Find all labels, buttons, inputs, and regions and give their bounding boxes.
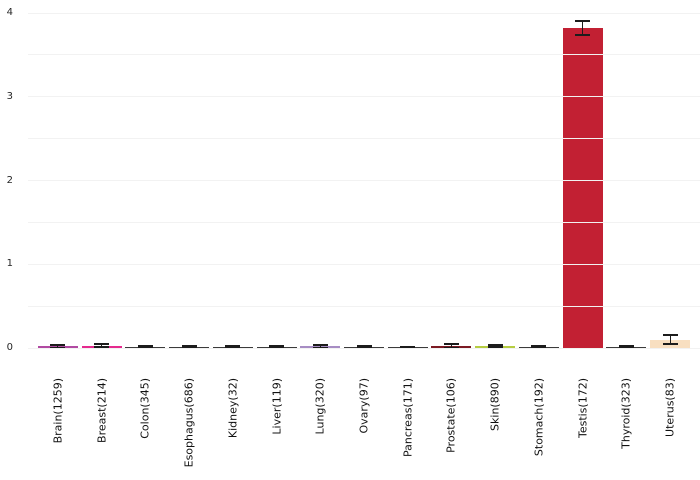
error-bar-cap: [618, 344, 634, 347]
error-bar-cap: [531, 345, 547, 348]
error-bar: [57, 345, 59, 348]
x-tick-label: Uterus(83): [663, 378, 677, 437]
error-bar-cap: [94, 346, 110, 349]
x-tick-label: Thyroid(323): [619, 378, 633, 449]
error-bar-cap: [575, 20, 591, 23]
plot-area: [28, 12, 700, 349]
error-bar: [669, 335, 671, 344]
error-bar-cap: [662, 342, 678, 345]
error-bar: [450, 344, 453, 348]
x-tick-label: Lung(320): [313, 378, 327, 435]
x-axis: Brain(1259) Breast(214) Colon(345) Esophagu…: [36, 378, 692, 480]
gridline: [28, 221, 700, 223]
x-tick-label: Ovary(97): [357, 378, 371, 434]
y-tick-label: 1: [6, 258, 13, 270]
x-tick-label: Skin(890): [488, 378, 502, 431]
gridline: [28, 138, 700, 140]
error-bar: [319, 345, 321, 348]
gridline: [28, 180, 700, 181]
x-tick-label: Esophagus(686): [182, 378, 196, 468]
x-tick-label: Colon(345): [138, 378, 152, 439]
error-bar-cap: [225, 345, 241, 348]
error-bar-cap: [269, 345, 285, 348]
bar-testis: [562, 28, 603, 348]
gridline: [28, 54, 700, 56]
error-bar: [582, 21, 584, 35]
error-bar-cap: [312, 344, 328, 347]
error-bar-cap: [662, 334, 678, 337]
x-tick-label: Breast(214): [95, 378, 109, 443]
y-tick-label: 0: [6, 342, 13, 353]
gridline: [28, 263, 700, 265]
gridline: [28, 12, 700, 14]
gridline: [28, 305, 700, 307]
y-axis: 0 1 2 3 4: [0, 0, 14, 480]
error-bar: [101, 343, 103, 348]
x-tick-label: Stomach(192): [532, 378, 546, 457]
x-tick-label: Pancreas(171): [401, 378, 415, 457]
error-bar-cap: [400, 345, 416, 348]
y-tick-label: 4: [6, 7, 13, 18]
error-bar-cap: [443, 343, 459, 346]
gridline: [28, 347, 700, 349]
x-tick-label: Liver(119): [270, 378, 284, 435]
error-bar-cap: [575, 33, 591, 36]
bars-container: [36, 13, 692, 349]
error-bar-cap: [487, 344, 503, 347]
x-tick-label: Prostate(106): [444, 378, 458, 453]
error-bar-cap: [137, 345, 153, 348]
x-tick-label: Brain(1259): [51, 378, 65, 444]
y-tick-label: 3: [6, 90, 13, 102]
x-tick-label: Testis(172): [576, 378, 590, 439]
error-bar-cap: [181, 345, 197, 348]
error-bar-cap: [94, 342, 110, 345]
gridline: [28, 96, 700, 98]
error-bar-cap: [50, 344, 66, 347]
y-tick-label: 2: [6, 174, 13, 186]
error-bar-cap: [487, 346, 503, 349]
x-tick-label: Kidney(32): [226, 378, 240, 439]
error-bar-cap: [356, 345, 372, 348]
